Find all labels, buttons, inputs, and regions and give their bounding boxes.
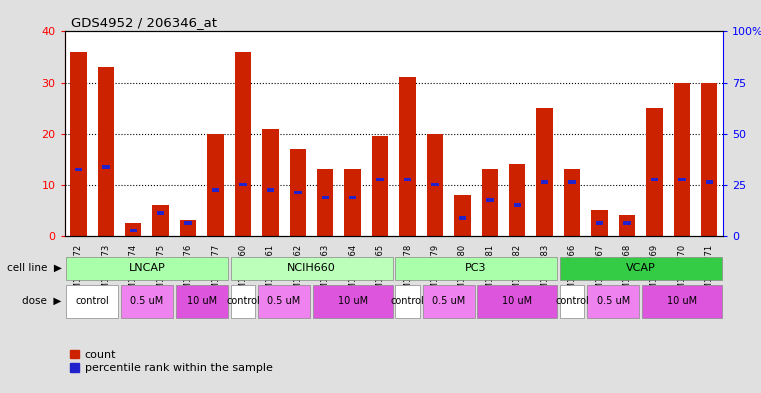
Text: 10 uM: 10 uM <box>502 296 532 306</box>
Text: NCIH660: NCIH660 <box>287 263 336 273</box>
Bar <box>642 285 721 318</box>
Bar <box>102 165 110 169</box>
Bar <box>568 180 576 184</box>
Bar <box>184 221 192 225</box>
Text: control: control <box>226 296 260 306</box>
Bar <box>509 164 525 236</box>
Bar <box>121 285 173 318</box>
Bar <box>322 196 329 199</box>
Bar <box>619 215 635 236</box>
Text: cell line  ▶: cell line ▶ <box>7 263 62 273</box>
Bar <box>422 285 475 318</box>
Bar <box>431 183 438 187</box>
Bar <box>477 285 557 318</box>
Bar <box>234 52 251 236</box>
Text: LNCAP: LNCAP <box>129 263 165 273</box>
Text: 0.5 uM: 0.5 uM <box>267 296 301 306</box>
Bar <box>66 257 228 280</box>
Text: 10 uM: 10 uM <box>667 296 697 306</box>
Text: control: control <box>390 296 425 306</box>
Bar <box>377 178 384 182</box>
Bar <box>180 220 196 236</box>
Bar <box>646 108 663 236</box>
Bar <box>207 134 224 236</box>
Bar <box>587 285 639 318</box>
Text: dose  ▶: dose ▶ <box>22 296 62 306</box>
Bar <box>231 257 393 280</box>
Bar <box>537 108 553 236</box>
Bar <box>239 183 247 187</box>
Bar <box>97 67 114 236</box>
Bar <box>673 83 690 236</box>
Bar <box>157 211 164 215</box>
Text: 0.5 uM: 0.5 uM <box>130 296 164 306</box>
Bar <box>75 167 82 171</box>
Bar <box>266 188 274 192</box>
Bar <box>651 178 658 182</box>
Bar <box>345 169 361 236</box>
Bar <box>395 257 557 280</box>
Bar <box>559 285 584 318</box>
Bar <box>705 180 713 184</box>
Bar <box>559 257 721 280</box>
Bar <box>486 198 494 202</box>
Bar <box>459 216 466 220</box>
Bar <box>212 188 219 192</box>
Bar <box>514 203 521 207</box>
Bar <box>541 180 549 184</box>
Legend: count, percentile rank within the sample: count, percentile rank within the sample <box>70 350 272 373</box>
Bar <box>591 210 608 236</box>
Bar <box>290 149 306 236</box>
Bar <box>176 285 228 318</box>
Bar <box>317 169 333 236</box>
Bar <box>482 169 498 236</box>
Text: GDS4952 / 206346_at: GDS4952 / 206346_at <box>72 16 218 29</box>
Text: 0.5 uM: 0.5 uM <box>597 296 630 306</box>
Text: 0.5 uM: 0.5 uM <box>432 296 465 306</box>
Text: 10 uM: 10 uM <box>338 296 368 306</box>
Bar <box>400 77 416 236</box>
Bar <box>395 285 420 318</box>
Bar <box>427 134 443 236</box>
Bar <box>258 285 310 318</box>
Bar <box>596 221 603 225</box>
Bar <box>294 191 301 194</box>
Bar <box>404 178 411 182</box>
Bar <box>701 83 718 236</box>
Bar <box>313 285 393 318</box>
Bar <box>231 285 256 318</box>
Bar <box>623 221 631 225</box>
Bar <box>678 178 686 182</box>
Text: control: control <box>556 296 589 306</box>
Bar <box>349 196 356 199</box>
Text: control: control <box>75 296 109 306</box>
Bar <box>564 169 581 236</box>
Bar <box>70 52 87 236</box>
Bar <box>66 285 118 318</box>
Bar <box>125 223 142 236</box>
Text: 10 uM: 10 uM <box>186 296 217 306</box>
Bar <box>262 129 279 236</box>
Bar <box>372 136 388 236</box>
Text: VCAP: VCAP <box>626 263 655 273</box>
Bar <box>129 229 137 233</box>
Bar <box>152 205 169 236</box>
Bar <box>454 195 470 236</box>
Text: PC3: PC3 <box>465 263 487 273</box>
